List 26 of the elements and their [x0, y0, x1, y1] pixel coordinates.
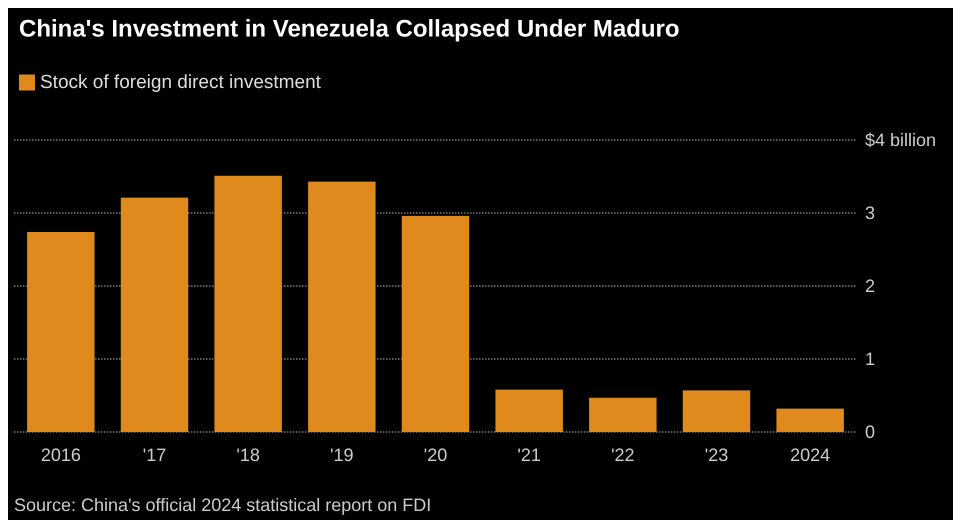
source-note: Source: China's official 2024 statistical report on FDI — [14, 495, 432, 515]
x-tick-label: 2016 — [40, 445, 81, 465]
bar — [776, 408, 844, 432]
x-tick-label: '18 — [236, 445, 260, 465]
x-tick-label: '19 — [330, 445, 354, 465]
x-tick-label: '22 — [611, 445, 635, 465]
y-tick-label: 1 — [865, 349, 876, 369]
y-tick-label: 2 — [865, 276, 876, 296]
x-tick-label: '21 — [517, 445, 541, 465]
bar — [682, 390, 750, 432]
x-tick-label: '20 — [424, 445, 448, 465]
x-tick-label: '17 — [142, 445, 166, 465]
bar — [120, 198, 188, 432]
bar — [589, 398, 657, 432]
bar — [27, 232, 95, 432]
x-tick-label: '23 — [704, 445, 728, 465]
bar — [402, 216, 470, 432]
y-tick-label: 3 — [865, 203, 876, 223]
chart-title: China's Investment in Venezuela Collapsed Under Maduro — [19, 16, 680, 42]
x-tick-label: 2024 — [790, 445, 830, 465]
y-tick-label: $4 billion — [865, 130, 936, 150]
legend-label: Stock of foreign direct investment — [40, 72, 322, 93]
bar — [308, 182, 376, 432]
y-tick-label: 0 — [865, 422, 876, 442]
bar — [214, 176, 282, 432]
bar — [495, 390, 563, 432]
